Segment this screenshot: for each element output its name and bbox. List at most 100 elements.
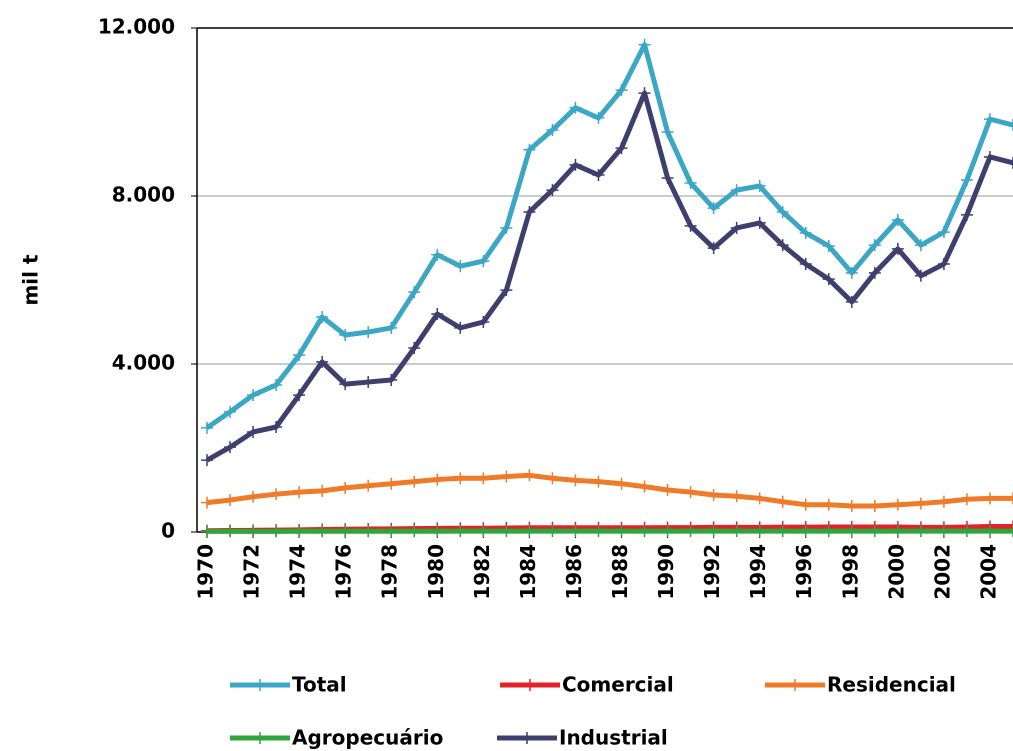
point-marker — [615, 84, 628, 97]
point-marker — [569, 525, 582, 538]
point-marker — [201, 421, 213, 434]
point-marker — [500, 221, 513, 234]
legend-marker — [524, 679, 536, 691]
point-marker — [776, 495, 789, 508]
point-marker — [707, 202, 720, 215]
point-marker — [868, 525, 881, 538]
point-marker — [960, 208, 973, 221]
point-marker — [454, 472, 467, 485]
point-marker — [339, 525, 352, 538]
point-marker — [362, 479, 375, 492]
point-marker — [1007, 520, 1013, 533]
y-tick-label: 4.000 — [112, 351, 175, 375]
point-marker — [385, 373, 398, 386]
series-line — [205, 42, 1013, 430]
point-marker — [270, 421, 283, 433]
point-marker — [868, 266, 881, 279]
point-marker — [293, 525, 306, 538]
point-marker — [339, 481, 352, 494]
y-tick-label: 8.000 — [112, 183, 175, 207]
point-marker — [569, 474, 582, 487]
point-marker — [385, 477, 398, 490]
point-marker — [937, 226, 950, 239]
y-axis-label: mil t — [19, 254, 43, 306]
point-marker — [224, 441, 237, 454]
x-tick-label: 1986 — [562, 544, 586, 600]
point-marker — [845, 499, 858, 512]
x-tick-label: 1972 — [240, 544, 264, 600]
point-marker — [684, 525, 697, 538]
legend-item: Residencial — [765, 673, 956, 697]
point-marker — [799, 258, 812, 271]
point-marker — [408, 286, 421, 299]
point-marker — [914, 497, 927, 510]
point-marker — [477, 525, 490, 538]
legend-marker — [521, 732, 533, 744]
point-marker — [799, 226, 812, 239]
point-marker — [822, 525, 835, 538]
series-line — [205, 90, 1013, 463]
point-marker — [937, 525, 950, 538]
point-marker — [868, 499, 881, 512]
point-marker — [753, 216, 766, 229]
x-tick-label: 1982 — [470, 544, 494, 600]
x-tick-label: 1984 — [516, 544, 540, 600]
point-marker — [684, 219, 697, 232]
point-marker — [293, 486, 306, 499]
point-marker — [799, 525, 812, 538]
legend-marker — [789, 679, 801, 691]
x-tick-label: 1994 — [746, 544, 770, 600]
point-marker — [546, 124, 559, 137]
legend-item: Industrial — [497, 726, 668, 750]
point-marker — [799, 498, 812, 511]
legend-marker — [254, 679, 266, 691]
point-marker — [891, 242, 904, 255]
legend-label: Agropecuário — [292, 726, 443, 750]
point-marker — [638, 38, 651, 51]
point-marker — [362, 376, 375, 389]
point-marker — [845, 295, 858, 308]
point-marker — [937, 495, 950, 508]
point-marker — [592, 169, 605, 181]
point-marker — [408, 342, 421, 355]
point-marker — [914, 269, 927, 282]
point-marker — [638, 525, 651, 538]
point-marker — [868, 239, 881, 252]
point-marker — [638, 87, 651, 100]
x-tick-label: 1990 — [654, 544, 678, 600]
x-tick-label: 1970 — [194, 544, 218, 600]
point-marker — [339, 329, 352, 342]
point-marker — [661, 525, 674, 538]
point-marker — [247, 525, 260, 538]
point-marker — [638, 480, 651, 493]
point-marker — [500, 470, 513, 483]
point-marker — [316, 310, 329, 323]
point-marker — [1007, 156, 1013, 169]
point-marker — [592, 111, 605, 124]
point-marker — [454, 260, 467, 273]
point-marker — [730, 184, 743, 197]
point-marker — [960, 174, 973, 187]
point-marker — [983, 150, 996, 163]
point-marker — [615, 477, 628, 490]
point-marker — [684, 486, 697, 499]
point-marker — [477, 316, 490, 328]
point-marker — [914, 239, 927, 252]
point-marker — [776, 239, 789, 252]
point-marker — [293, 349, 306, 362]
point-marker — [707, 489, 720, 502]
legend-item: Agropecuário — [230, 726, 443, 750]
point-marker — [270, 488, 283, 501]
point-marker — [914, 525, 927, 538]
x-tick-label: 1988 — [608, 544, 632, 600]
point-marker — [1007, 492, 1013, 505]
point-marker — [523, 143, 536, 156]
legend-item: Total — [230, 673, 347, 697]
point-marker — [454, 321, 467, 334]
point-marker — [431, 248, 444, 261]
point-marker — [684, 176, 697, 189]
point-marker — [753, 179, 766, 192]
point-marker — [822, 273, 835, 286]
point-marker — [707, 242, 720, 255]
